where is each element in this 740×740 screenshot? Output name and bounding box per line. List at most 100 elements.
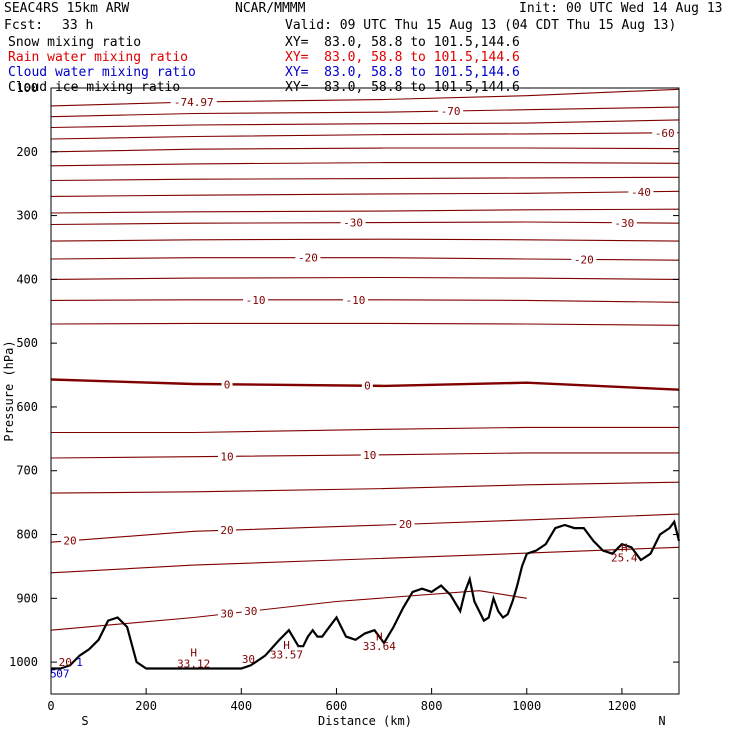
y-tick-label: 800 xyxy=(16,528,38,542)
contour-label: -30 xyxy=(343,217,363,230)
contour-label-layer: -74.97 -70 -60 -40 -30 -30 -20 -20 -10 -10 0 0 10 10 2… xyxy=(50,96,678,681)
header-model: SEAC4RS 15km ARW xyxy=(4,1,130,16)
isotherm-line xyxy=(50,106,680,118)
contour-label-bg xyxy=(438,105,464,118)
extremum-label: 1 xyxy=(76,656,83,669)
isotherm-line xyxy=(50,162,680,167)
contour-label: -20 xyxy=(574,253,594,266)
field-xy-rain: XY= 83.0, 58.8 to 101.5,144.6 xyxy=(285,50,520,65)
x-tick-label: 600 xyxy=(326,699,348,713)
contour-label-bg xyxy=(218,450,237,463)
direction-label-south: S xyxy=(81,714,88,728)
y-tick-label: 500 xyxy=(16,336,38,350)
contour-label: -60 xyxy=(655,127,675,140)
isotherm-line xyxy=(50,276,680,280)
contour-label-bg xyxy=(342,293,368,306)
isotherm-line xyxy=(51,426,679,434)
terrain-layer xyxy=(51,519,681,670)
isotherm-line xyxy=(50,513,680,543)
extremum-label: 25.4 xyxy=(611,551,638,564)
field-label-rain: Rain water mixing ratio xyxy=(8,50,189,65)
isotherm-line xyxy=(50,147,680,153)
isotherm-line xyxy=(50,132,680,140)
contour-label: 10 xyxy=(220,450,233,463)
contour-label-bg xyxy=(170,96,217,109)
contour-label: 30 xyxy=(220,608,233,621)
field-label-cloud-water: Cloud water mixing ratio xyxy=(8,65,196,80)
contour-label-bg xyxy=(611,216,637,229)
field-xy-snow: XY= 83.0, 58.8 to 101.5,144.6 xyxy=(285,35,520,50)
contour-label-bg xyxy=(361,379,373,392)
contour-label: -10 xyxy=(246,294,266,307)
contour-label: -74.97 xyxy=(174,96,214,109)
contour-label: 20 xyxy=(220,524,233,537)
extremum-label: 30 xyxy=(242,653,255,666)
extremum-label: 33.12 xyxy=(177,657,210,670)
y-tick-label: 900 xyxy=(16,591,38,605)
contour-label-bg xyxy=(61,534,80,547)
contour-label-bg xyxy=(652,126,678,139)
extremum-label: 33.64 xyxy=(363,640,396,653)
header-valid: Valid: 09 UTC Thu 15 Aug 13 (04 CDT Thu … xyxy=(285,18,677,33)
field-label-snow: Snow mixing ratio xyxy=(8,35,142,50)
isotherm-line xyxy=(50,481,680,494)
header-fcst-value: 33 h xyxy=(62,18,94,33)
contour-label: -30 xyxy=(614,217,634,230)
header-init: Init: 00 UTC Wed 14 Aug 13 xyxy=(519,1,723,16)
extremum-label: 20 xyxy=(59,656,72,669)
isotherm-line xyxy=(50,452,679,459)
isotherm-line xyxy=(50,208,680,214)
isotherm-line xyxy=(50,221,680,226)
isotherm-line xyxy=(50,190,680,197)
isotherm-line xyxy=(50,299,680,303)
contour-label: 30 xyxy=(244,605,257,618)
contour-label-bg xyxy=(295,251,321,264)
isotherm-line xyxy=(50,119,680,129)
x-tick-label: 0 xyxy=(47,699,54,713)
x-tick-label: 1000 xyxy=(512,699,541,713)
isotherm-line xyxy=(50,546,680,574)
contour-label-bg xyxy=(340,216,366,229)
y-tick-label: 1000 xyxy=(9,655,38,669)
y-tick-label: 300 xyxy=(16,209,38,223)
y-tick-label: 600 xyxy=(16,400,38,414)
contour-label: 0 xyxy=(224,378,231,391)
contour-label: -70 xyxy=(441,105,461,118)
contour-label-bg xyxy=(396,518,415,531)
header-fcst-label: Fcst: xyxy=(4,18,44,33)
isotherm-layer xyxy=(50,88,680,631)
x-tick-label: 400 xyxy=(230,699,252,713)
axes-layer: 0 200 400 600 800 1000 12001002003004005006007… xyxy=(2,81,679,728)
contour-label-bg xyxy=(241,605,260,618)
extremum-label: 07 xyxy=(56,668,69,681)
y-tick-label: 700 xyxy=(16,464,38,478)
contour-label: 0 xyxy=(364,380,371,393)
x-axis-title: Distance (km) xyxy=(318,714,412,728)
extremum-label: 33.57 xyxy=(270,648,303,661)
contour-label-bg xyxy=(218,524,237,537)
isotherm-line xyxy=(50,238,680,242)
header-org: NCAR/MMMM xyxy=(235,1,306,16)
isotherm-line xyxy=(50,590,527,631)
contour-label-bg xyxy=(571,253,597,266)
isotherm-line xyxy=(50,176,680,182)
x-tick-label: 800 xyxy=(421,699,443,713)
isotherm-line xyxy=(50,378,680,391)
contour-label-bg xyxy=(360,448,379,461)
terrain-line xyxy=(51,519,681,670)
x-tick-label: 1200 xyxy=(607,699,636,713)
contour-label: 20 xyxy=(63,535,76,548)
x-tick-label: 200 xyxy=(135,699,157,713)
contour-label: -40 xyxy=(631,186,651,199)
contour-label-bg xyxy=(628,185,654,198)
isotherm-line xyxy=(50,322,680,326)
y-tick-label: 200 xyxy=(16,145,38,159)
contour-label-bg xyxy=(221,378,233,391)
y-axis-title: Pressure (hPa) xyxy=(2,340,16,441)
contour-label: -10 xyxy=(346,294,366,307)
extremum-label: H xyxy=(376,631,383,644)
contour-label: 20 xyxy=(399,518,412,531)
extremum-label: H xyxy=(621,541,628,554)
direction-label-north: N xyxy=(658,714,665,728)
